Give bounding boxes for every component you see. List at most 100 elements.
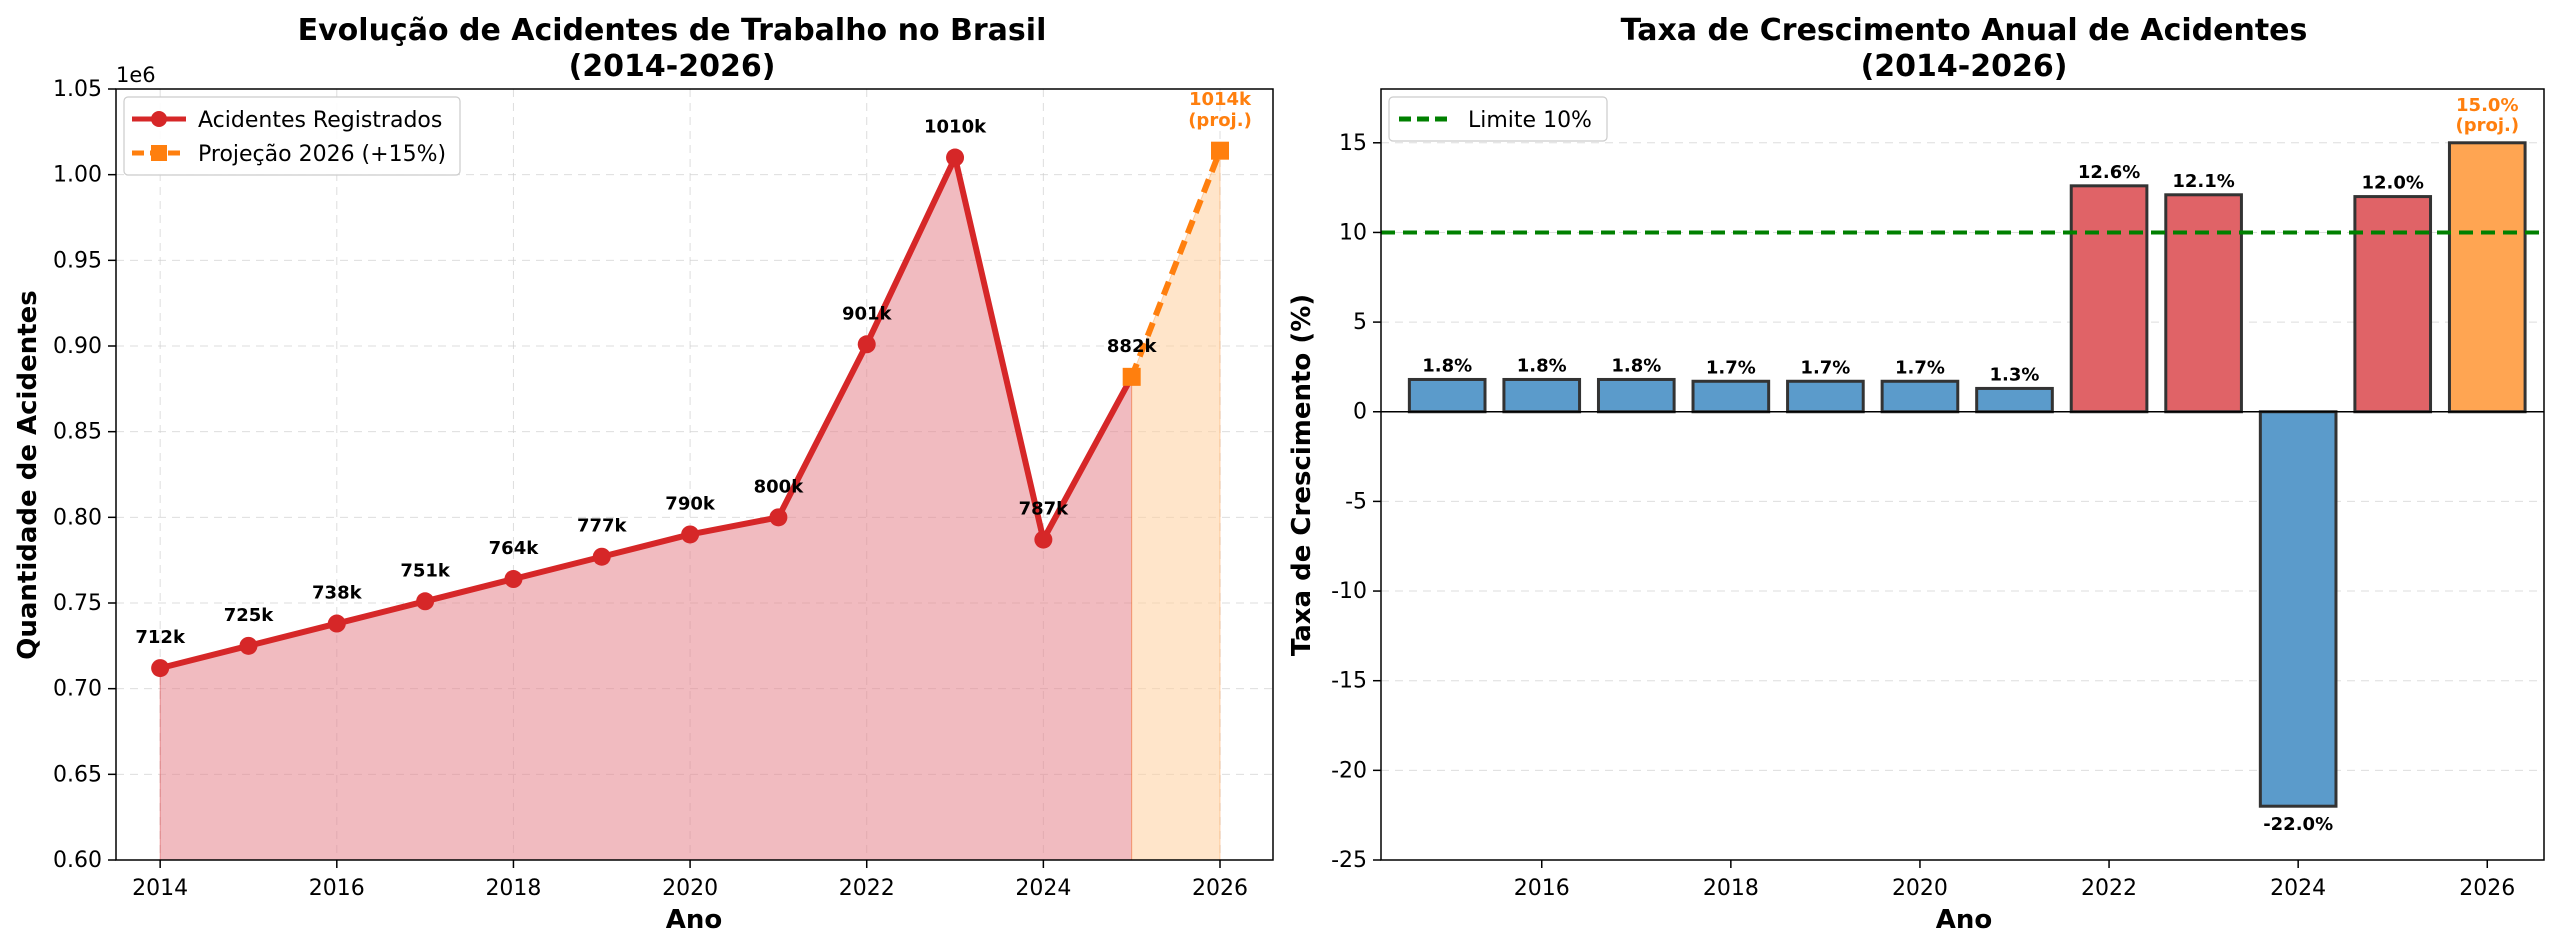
line-chart-title-line2: (2014-2026) [569,49,776,84]
registered-point [504,570,523,589]
data-label: 725k [224,605,275,626]
data-label: 882k [1107,336,1158,357]
y-tick-label: 0.90 [53,334,102,359]
x-tick-label: 2024 [2270,876,2326,901]
bar-2025 [2353,195,2433,414]
line-chart-title-line1: Evolução de Acidentes de Trabalho no Bra… [298,13,1047,48]
bar-label: 15.0% [2456,95,2518,116]
y-tick-label: -15 [1331,669,1367,694]
bar-chart-bars [1381,141,2544,808]
registered-point [239,636,258,655]
registered-line [159,154,1135,672]
y-tick-label: 0.60 [53,848,102,873]
data-label: 777k [577,516,628,537]
line-chart-ylabel: Quantidade de Acidentes [13,290,43,660]
line-chart-ticks: 0.60 0.65 0.70 0.75 0.80 0.85 0.90 0.95 1.00 1.05… [53,77,1248,901]
line-chart-legend: Acidentes Registrados Projeção 2026 (+15… [123,96,461,176]
registered-point [769,508,788,527]
y-tick-label: -25 [1331,848,1367,873]
y-tick-label: 0.95 [53,248,102,273]
bar-chart-panel: Taxa de Crescimento Anual de Acidentes (… [1287,13,2545,935]
line-chart-panel: Evolução de Acidentes de Trabalho no Bra… [13,13,1274,935]
bar-label: 12.6% [2078,162,2140,183]
registered-point [1034,530,1053,549]
registered-point [857,335,876,354]
bar-label: 12.0% [2361,173,2423,194]
data-label: 712k [135,627,186,648]
bar-label: -22.0% [2263,814,2333,835]
bar-chart-ylabel: Taxa de Crescimento (%) [1287,294,1317,656]
legend-box [123,96,461,176]
legend-marker-projection [151,145,167,161]
legend-label-projection: Projeção 2026 (+15%) [198,142,446,167]
bar-label: 1.8% [1422,355,1472,376]
x-tick-label: 2014 [132,876,188,901]
bar-label: 1.8% [1611,355,1661,376]
bar-2024 [2258,410,2338,808]
bar-label: 1.7% [1706,357,1756,378]
registered-point [681,525,700,544]
x-tick-label: 2022 [2081,876,2137,901]
legend-label-threshold: Limite 10% [1468,108,1592,133]
line-chart-data-labels: 712k 725k 738k 751k 764k 777k 790k 800k 901k 1010… [135,89,1252,648]
x-tick-label: 2018 [485,876,541,901]
y-tick-label: -10 [1331,579,1367,604]
projection-area [1131,150,1221,861]
bar-label: 1.7% [1895,357,1945,378]
bar-2021 [1975,386,2054,414]
bar-2026 [2447,141,2527,414]
bar-2018 [1691,379,1771,414]
registered-point [416,592,435,611]
y-tick-label: 0.75 [53,591,102,616]
bar-chart-ticks: -25 -20 -15 -10 -5 0 5 10 15 2016 2018 2020 2022 2024… [1331,131,2515,901]
bar-chart-axes-frame [1380,88,2545,861]
bar-chart-title-line1: Taxa de Crescimento Anual de Acidentes [1621,13,2308,48]
registered-point [946,148,965,167]
data-label: 790k [665,493,716,514]
y-tick-label: -20 [1331,758,1367,783]
bar-2016 [1502,377,1582,414]
y-tick-label: 0.80 [53,505,102,530]
registered-point [592,547,611,566]
x-tick-label: 2016 [1514,876,1570,901]
data-label: 800k [754,476,805,497]
bar-label: 12.1% [2172,171,2234,192]
x-tick-label: 2020 [662,876,718,901]
line-chart-series [151,141,1230,678]
projection-line [1128,149,1223,378]
y-tick-label: 1.05 [53,77,102,102]
registered-area [159,156,1133,861]
bar-chart-legend: Limite 10% [1388,96,1608,142]
projection-value-label: 1014k [1189,89,1252,110]
legend-label-registered: Acidentes Registrados [198,108,442,133]
line-chart-xlabel: Ano [666,905,723,935]
projection-point [1211,141,1230,160]
bar-2023 [2164,193,2243,414]
data-label: 738k [312,583,363,604]
bar-2017 [1596,377,1676,414]
legend-box [1388,96,1608,142]
line-chart-axes-frame [115,88,1274,861]
x-tick-label: 2020 [1892,876,1948,901]
y-tick-label: 0.85 [53,420,102,445]
bar-2022 [2069,184,2149,414]
x-tick-label: 2026 [1192,876,1248,901]
data-label: 751k [400,560,451,581]
x-tick-label: 2018 [1703,876,1759,901]
projection-note-label: (proj.) [1188,110,1252,131]
y-tick-label: 15 [1339,131,1367,156]
bar-chart-xlabel: Ano [1936,905,1993,935]
y-tick-label: 0 [1353,400,1367,425]
data-label: 787k [1019,499,1070,520]
bar-chart-data-labels: 1.8% 1.8% 1.8% 1.7% 1.7% 1.7% 1.3% 12.6% 12.1% -2… [1422,95,2519,835]
bar-label: 1.7% [1800,357,1850,378]
bar-projection-note: (proj.) [2455,115,2519,136]
bar-2020 [1880,379,1960,414]
bar-label: 1.3% [1990,364,2040,385]
bar-chart-title-line2: (2014-2026) [1861,49,2068,84]
x-tick-label: 2016 [309,876,365,901]
bar-2019 [1786,379,1865,414]
y-tick-label: 10 [1339,220,1367,245]
x-tick-label: 2022 [839,876,895,901]
